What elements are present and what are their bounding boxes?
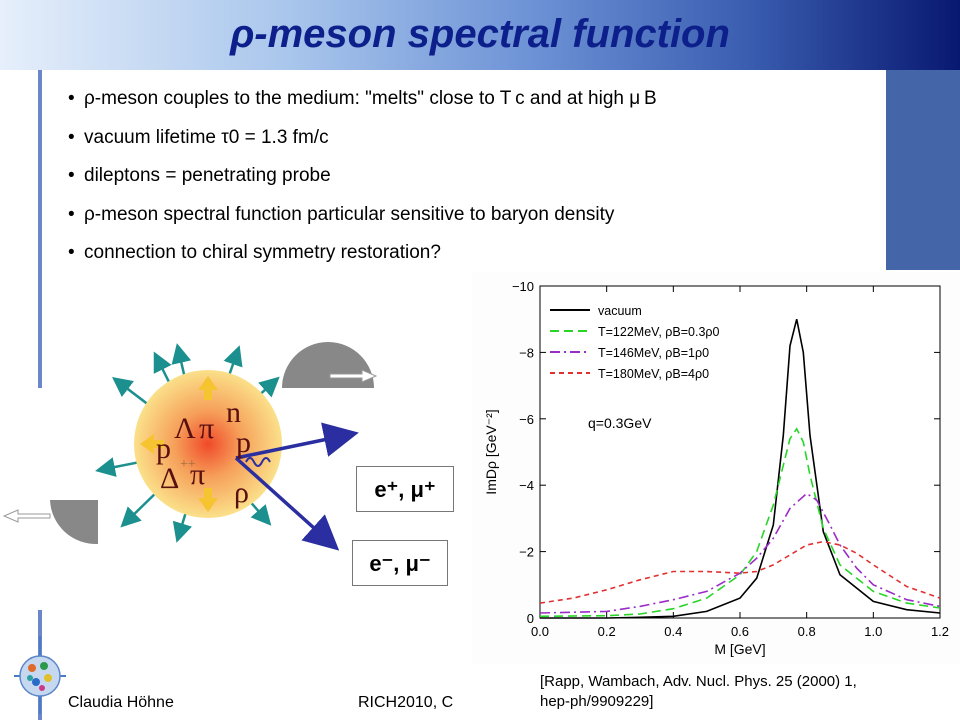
- particle-delta: Δ: [160, 462, 179, 495]
- chart-lines: [539, 319, 941, 619]
- fireball: [134, 370, 282, 518]
- y-tick-label: −2: [519, 545, 534, 560]
- bullet-item: ρ-meson couples to the medium: "melts" c…: [68, 88, 868, 127]
- chart-frame: [539, 285, 941, 619]
- x-tick-label: 0.8: [798, 624, 816, 639]
- yellow-arrows: [140, 376, 218, 512]
- x-axis-label: M [GeV]: [714, 641, 765, 657]
- bullet-item: ρ-meson spectral function particular sen…: [68, 204, 868, 243]
- bullet-item: connection to chiral symmetry restoratio…: [68, 242, 868, 281]
- particle-n: n: [226, 396, 241, 429]
- y-axis-label: ImDρ [GeV⁻²]: [483, 409, 499, 494]
- plot-frame: [539, 285, 941, 619]
- collision-diagram: Λ π n p p ++ Δ π ρ: [2, 342, 378, 551]
- y-tick-label: −10: [512, 279, 534, 294]
- particle-rho: ρ: [234, 476, 249, 509]
- title-bar: [0, 0, 960, 70]
- chart-legend: vacuum T=122MeV, ρB=0.3ρ0 T=146MeV, ρB=1ρ0…: [550, 304, 720, 381]
- bullet-list: ρ-meson couples to the medium: "melts" c…: [68, 88, 868, 281]
- decorative-rule: [38, 70, 42, 388]
- slide-title: ρ-meson spectral function: [230, 12, 730, 56]
- y-tick-label: 0: [527, 611, 534, 626]
- legend-label: T=122MeV, ρB=0.3ρ0: [598, 325, 720, 339]
- footer-author: Claudia Höhne: [68, 694, 174, 711]
- x-tick-label: 0.6: [731, 624, 749, 639]
- delta-charge: ++: [180, 457, 196, 472]
- particle-p: p: [236, 426, 251, 459]
- y-tick-label: −8: [519, 345, 534, 360]
- nucleus-right: [282, 342, 378, 388]
- footer-conference: RICH2010, C: [358, 694, 454, 711]
- decorative-block: [886, 70, 960, 270]
- x-tick-label: 0.2: [598, 624, 616, 639]
- bullet-item: vacuum lifetime τ0 = 1.3 fm/c: [68, 127, 868, 166]
- citation-line: [Rapp, Wambach, Adv. Nucl. Phys. 25 (200…: [540, 673, 857, 690]
- x-tick-label: 1.0: [864, 624, 882, 639]
- legend-label: vacuum: [598, 304, 642, 318]
- particle-lambda: Λ: [174, 412, 196, 445]
- particle-p: p: [156, 432, 171, 465]
- legend-label: T=180MeV, ρB=4ρ0: [598, 367, 709, 381]
- y-tick-label: −4: [519, 478, 534, 493]
- dilepton-pair: [234, 422, 359, 551]
- series-line: [539, 427, 941, 618]
- citation: [Rapp, Wambach, Adv. Nucl. Phys. 25 (200…: [540, 672, 857, 712]
- citation-line: hep-ph/9909229]: [540, 693, 654, 710]
- y-tick-label: −6: [519, 412, 534, 427]
- chart-annotation: q=0.3GeV: [588, 415, 652, 431]
- particle-pi: π: [190, 458, 205, 491]
- spectral-function-chart: 0.0 0.2 0.4 0.6 0.8 1.0 1.2 0 −2 −4 −6 −8 −10 vacuum…: [483, 279, 949, 657]
- particle-pi: π: [199, 412, 214, 445]
- x-tick-label: 1.2: [931, 624, 949, 639]
- series-line: [539, 540, 941, 604]
- bullet-item: dileptons = penetrating probe: [68, 165, 868, 204]
- chart-ticks: 0.0 0.2 0.4 0.6 0.8 1.0 1.2 0 −2 −4 −6 −8 −10: [512, 279, 949, 639]
- nucleus-left: [2, 500, 98, 545]
- series-line: [540, 319, 941, 619]
- x-tick-label: 0.0: [531, 624, 549, 639]
- x-tick-label: 0.4: [664, 624, 682, 639]
- lepton-minus-label: e⁻, μ⁻: [352, 540, 448, 586]
- legend-label: T=146MeV, ρB=1ρ0: [598, 346, 709, 360]
- detector-logo: [14, 636, 66, 714]
- series-line: [539, 492, 941, 614]
- lepton-plus-label: e⁺, μ⁺: [356, 466, 454, 512]
